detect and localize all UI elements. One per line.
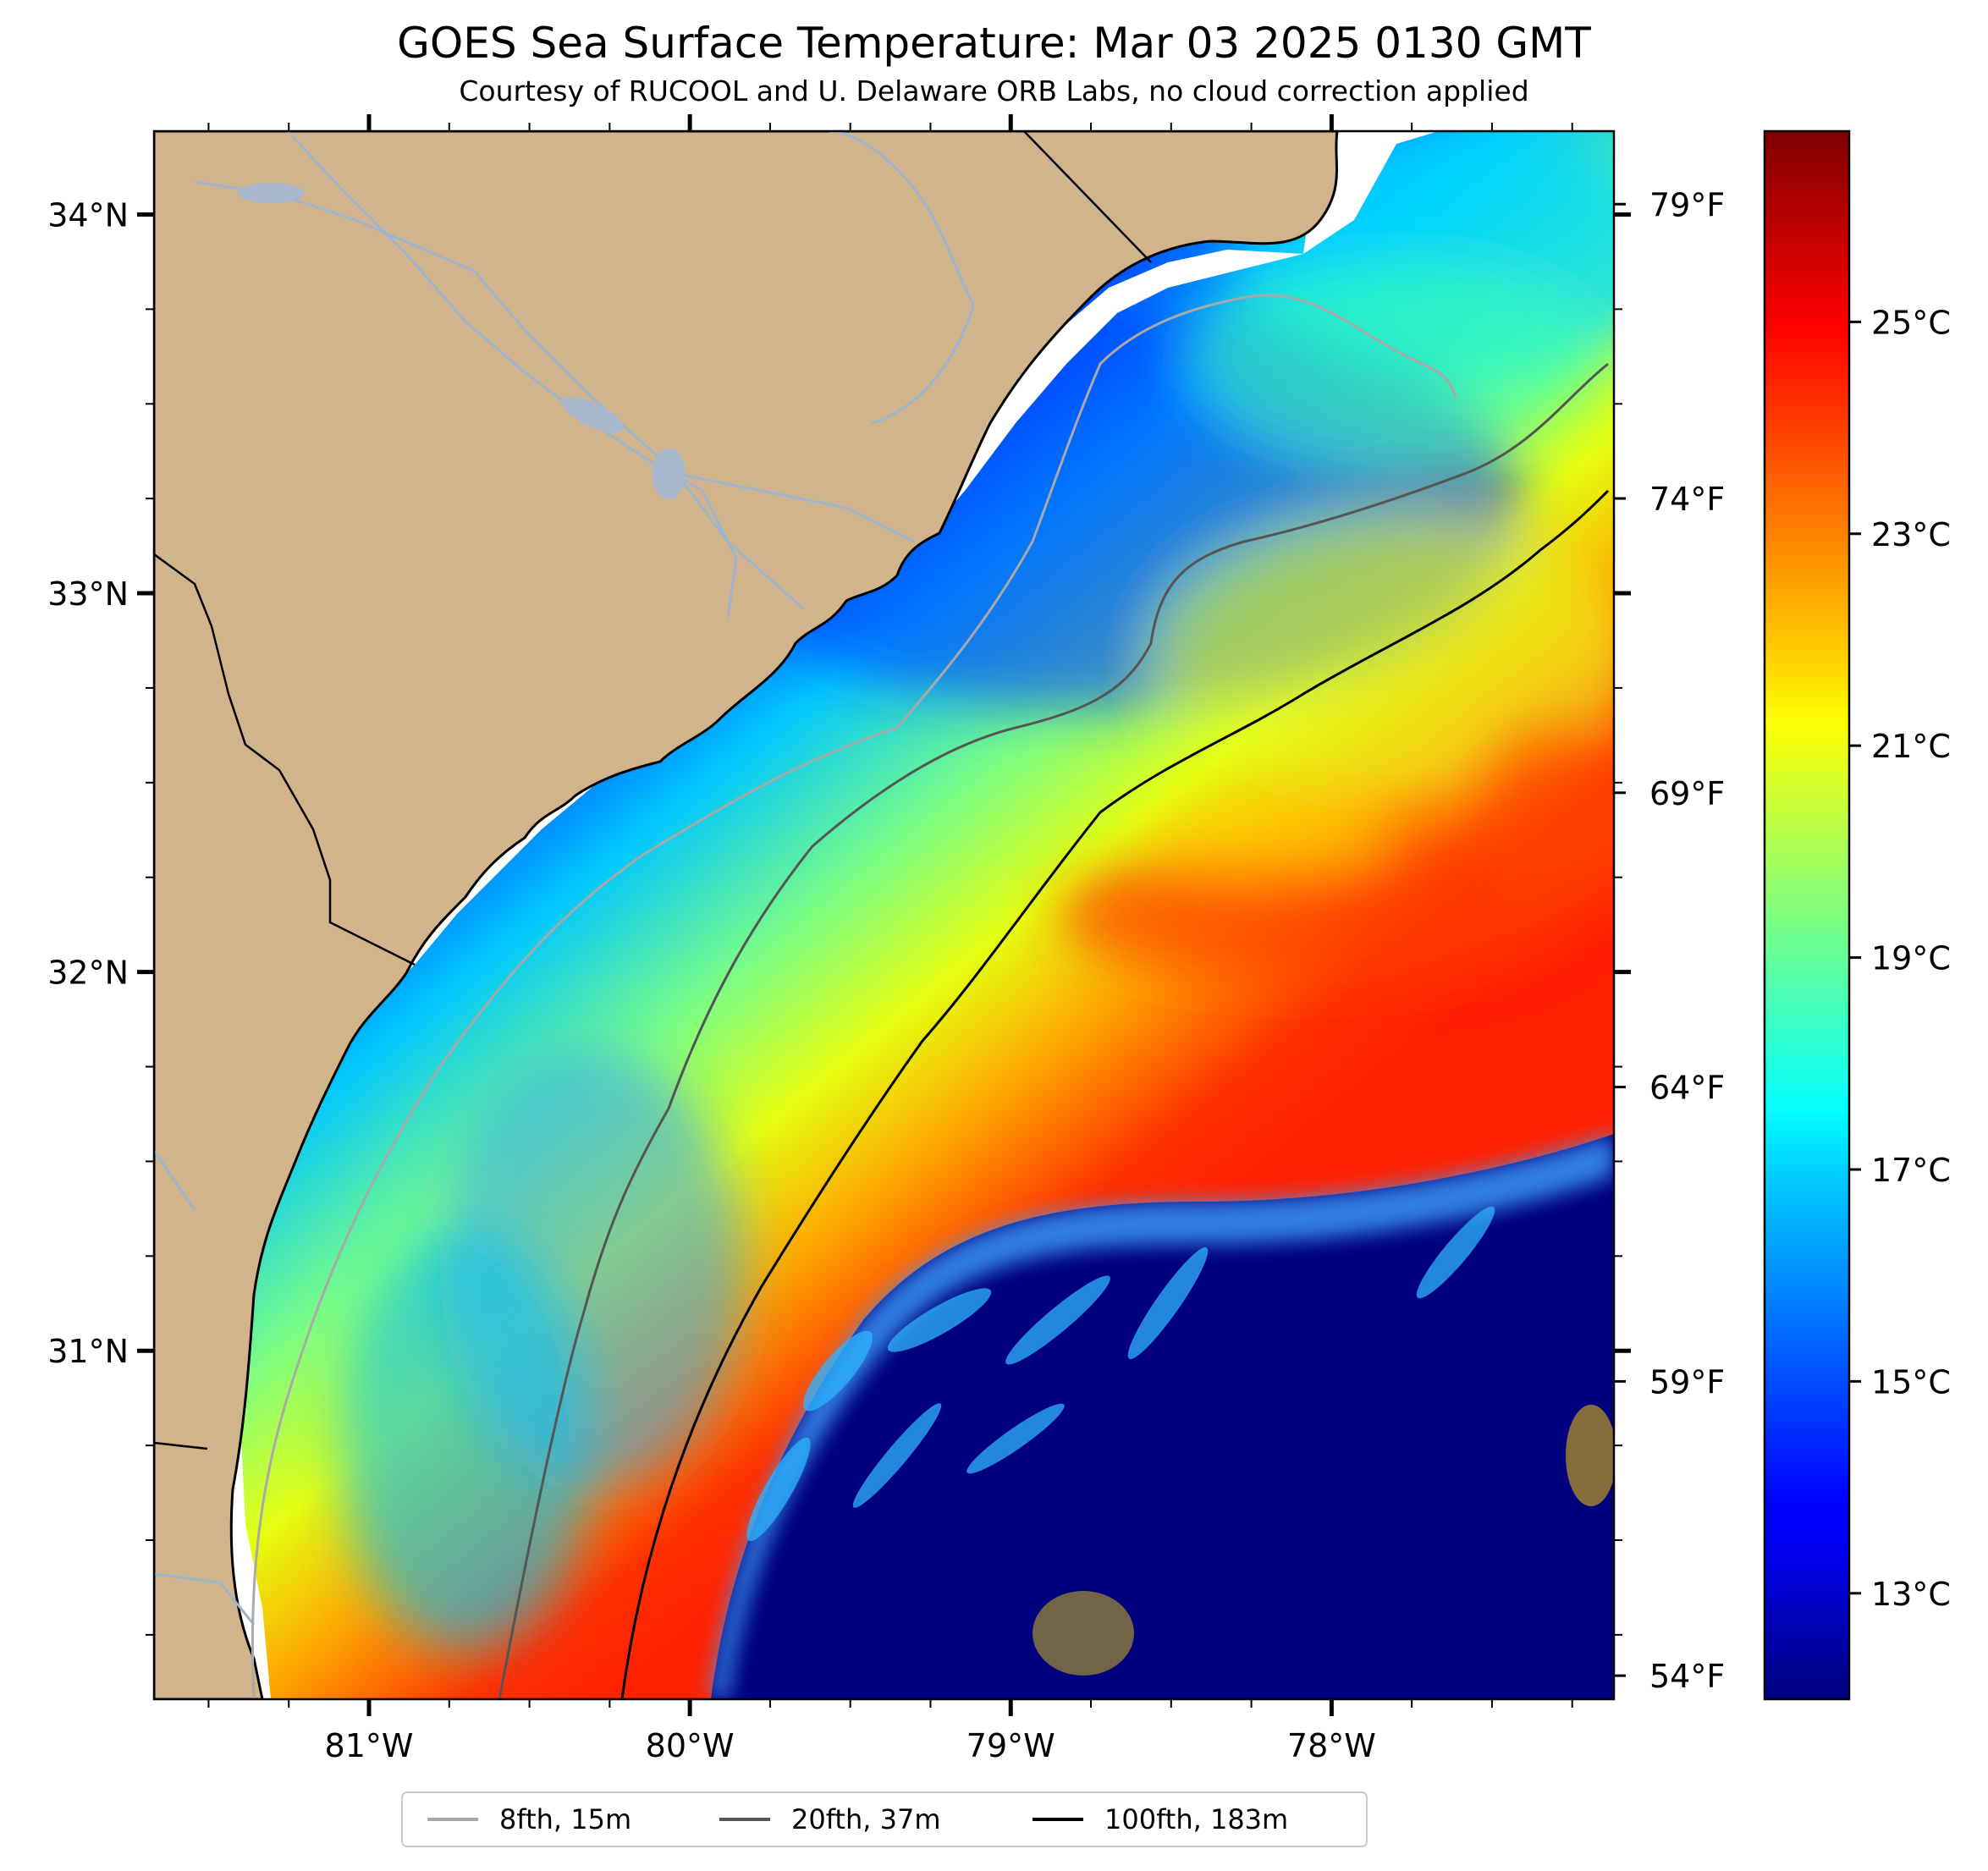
colorbar-gradient — [1763, 129, 1851, 1701]
lon-tick-label: 80°W — [646, 1727, 735, 1764]
isobath-100fth — [620, 489, 1610, 1699]
colorbar-tick-label: 15°C — [1871, 1363, 1951, 1400]
legend-label-100fth: 100fth, 183m — [1104, 1803, 1288, 1835]
colorbar-tick-label: 25°C — [1871, 304, 1951, 341]
colorbar-tick-label: 23°C — [1871, 516, 1951, 553]
map-subtitle: Courtesy of RUCOOL and U. Delaware ORB L… — [459, 74, 1529, 107]
fahrenheit-tick-label: 54°F — [1649, 1658, 1725, 1695]
state-boundaries — [154, 131, 1152, 1450]
fahrenheit-tick-label: 59°F — [1649, 1363, 1725, 1400]
colorbar-tick-label: 17°C — [1871, 1152, 1951, 1189]
legend-box — [401, 1791, 1368, 1847]
isobath-legend: 8fth, 15m 20fth, 37m 100fth, 183m — [401, 1791, 1368, 1847]
map-axis-ticks — [137, 114, 1631, 1716]
cloud-edge-speckle — [711, 1134, 1614, 1699]
land-mass — [154, 131, 1339, 1699]
fahrenheit-axis-ticks: 54°F 59°F 64°F 69°F 74°F 79°F — [1614, 186, 1725, 1695]
rivers — [154, 131, 975, 1626]
fahrenheit-tick-label: 64°F — [1649, 1070, 1725, 1107]
map-axis-labels: 34°N 33°N 32°N 31°N 81°W 80°W 79°W 78°W — [47, 196, 1376, 1764]
lon-tick-label: 78°W — [1287, 1727, 1376, 1764]
fahrenheit-tick-label: 79°F — [1649, 186, 1725, 223]
lat-tick-label: 31°N — [47, 1333, 129, 1370]
map-panel — [154, 131, 1614, 1699]
map-title: GOES Sea Surface Temperature: Mar 03 202… — [397, 19, 1591, 68]
lakes — [237, 183, 686, 499]
map-frame — [152, 129, 1616, 1701]
fahrenheit-tick-label: 69°F — [1649, 775, 1725, 812]
lat-tick-label: 34°N — [47, 196, 129, 234]
colorbar-tick-label: 21°C — [1871, 728, 1951, 765]
lat-tick-label: 32°N — [47, 955, 129, 992]
isobath-20fth — [498, 362, 1609, 1699]
legend-label-20fth: 20fth, 37m — [791, 1803, 940, 1835]
fahrenheit-tick-label: 74°F — [1649, 481, 1725, 518]
colorbar-tick-label: 19°C — [1871, 940, 1951, 977]
lon-tick-label: 79°W — [966, 1727, 1055, 1764]
lat-tick-label: 33°N — [47, 575, 129, 613]
cloud-streaks — [746, 1206, 1614, 1676]
legend-label-8fth: 8fth, 15m — [499, 1803, 631, 1835]
colorbar-tick-label: 13°C — [1871, 1576, 1951, 1613]
isobath-8fth — [251, 294, 1457, 1699]
lon-tick-label: 81°W — [325, 1727, 414, 1764]
colorbar-celsius-ticks: 13°C 15°C 17°C 19°C 21°C 23°C 25°C — [1849, 304, 1951, 1613]
